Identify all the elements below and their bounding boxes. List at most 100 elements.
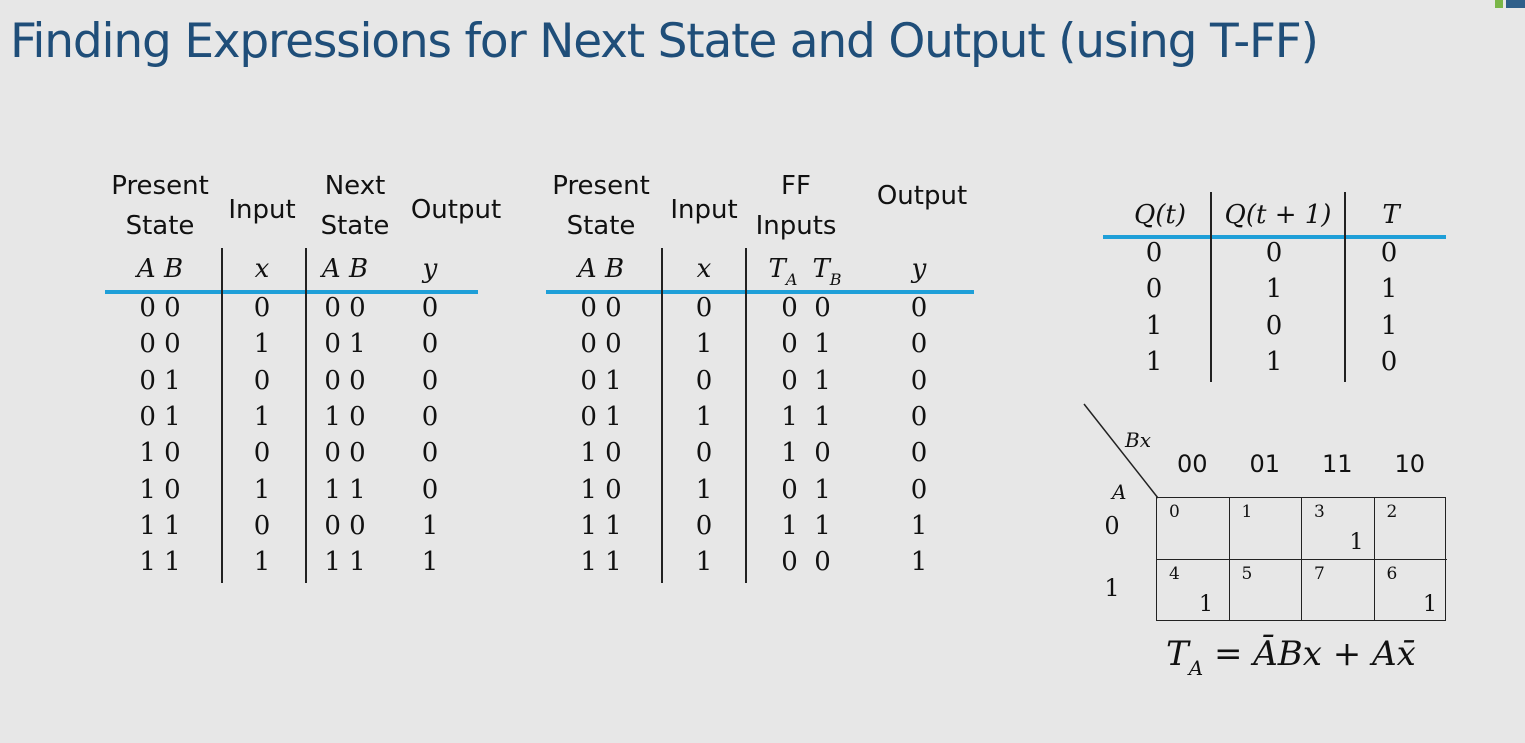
present-state-cell: 1 0: [139, 438, 181, 469]
output-cell: 1: [910, 547, 928, 578]
qt1-cell: 0: [1265, 310, 1283, 341]
header-rule: [1103, 235, 1446, 239]
input-cell: 0: [695, 293, 713, 323]
input-cell: 0: [695, 510, 713, 541]
kmap-cell: 7: [1302, 559, 1375, 621]
ff-inputs-cell: 1 0: [781, 438, 831, 469]
ff-inputs-cell: 0 1: [781, 365, 831, 396]
input-cell: 1: [695, 329, 713, 360]
output-cell: 0: [421, 401, 439, 432]
header-qt: Q(t): [1133, 200, 1187, 230]
t-cell: 1: [1380, 274, 1398, 305]
present-state-cell: 1 0: [139, 474, 181, 505]
ff-inputs-cell: 1 1: [781, 401, 831, 432]
qt1-cell: 0: [1265, 238, 1283, 268]
header-input: Input: [670, 195, 738, 225]
qt1-cell: 1: [1265, 274, 1283, 305]
input-cell: 0: [695, 438, 713, 469]
output-cell: 0: [421, 365, 439, 396]
kmap-cell-value: 1: [1199, 592, 1213, 617]
input-cell: 0: [695, 365, 713, 396]
subheader-x: x: [696, 254, 712, 284]
qt1-cell: 1: [1265, 346, 1283, 377]
ff-inputs-cell: 0 1: [781, 474, 831, 505]
output-cell: 1: [421, 510, 439, 541]
input-cell: 0: [253, 438, 271, 469]
t-cell: 0: [1380, 346, 1398, 377]
input-cell: 1: [695, 547, 713, 578]
column-divider: [661, 248, 663, 583]
qt-cell: 1: [1145, 346, 1163, 377]
subheader-ta: TA: [768, 254, 798, 289]
corner-logo: [1495, 0, 1525, 8]
header-rule: [546, 290, 974, 294]
kmap-cell: 2: [1374, 498, 1447, 560]
logo-green-block: [1495, 0, 1503, 8]
present-state-cell: 0 1: [139, 365, 181, 396]
header-next-state-line1: Next: [324, 171, 386, 201]
column-divider: [221, 248, 223, 583]
present-state-cell: 0 1: [139, 401, 181, 432]
present-state-cell: 1 1: [139, 510, 181, 541]
output-cell: 1: [421, 547, 439, 578]
output-cell: 0: [910, 329, 928, 360]
kmap-cell-value: 1: [1349, 529, 1364, 555]
column-divider: [1344, 192, 1346, 382]
present-state-cell: 0 1: [580, 401, 622, 432]
next-state-cell: 0 0: [324, 510, 366, 541]
header-ff-inputs-line2: Inputs: [755, 211, 837, 241]
kmap-minterm-index: 0: [1169, 502, 1180, 522]
input-cell: 1: [695, 401, 713, 432]
present-state-cell: 0 0: [580, 329, 622, 360]
input-cell: 1: [253, 474, 271, 505]
ff-inputs-cell: 0 0: [781, 547, 831, 578]
output-cell: 0: [421, 474, 439, 505]
next-state-cell: 1 1: [324, 474, 366, 505]
output-cell: 0: [910, 438, 928, 469]
kmap-minterm-index: 4: [1169, 563, 1180, 584]
kmap-column-variable: Bx: [1125, 428, 1151, 452]
qt-cell: 0: [1145, 238, 1163, 268]
kmap-minterm-index: 7: [1314, 563, 1325, 584]
input-cell: 1: [253, 547, 271, 578]
output-cell: 0: [910, 474, 928, 505]
kmap-column-label: 01: [1249, 450, 1281, 478]
kmap-minterm-index: 5: [1241, 563, 1253, 584]
next-state-cell: 0 1: [324, 329, 366, 360]
header-next-state-line2: State: [320, 211, 390, 241]
column-divider: [305, 248, 307, 583]
present-state-cell: 0 0: [580, 293, 622, 323]
kmap-cell: 1: [1229, 498, 1302, 560]
kmap-minterm-index: 2: [1386, 502, 1398, 522]
kmap-minterm-index: 1: [1241, 502, 1253, 522]
kmap-column-label: 10: [1394, 450, 1426, 478]
input-cell: 1: [253, 401, 271, 432]
header-rule: [105, 290, 478, 294]
next-state-cell: 0 0: [324, 365, 366, 396]
t-cell: 1: [1380, 310, 1398, 341]
output-cell: 0: [910, 293, 928, 323]
kmap-row-variable: A: [1112, 480, 1127, 504]
kmap-cell-value: 1: [1423, 592, 1437, 617]
header-present-state-line1: Present: [111, 171, 209, 201]
subheader-y: y: [422, 254, 438, 284]
input-cell: 1: [253, 329, 271, 360]
output-cell: 0: [421, 438, 439, 469]
next-state-cell: 1 0: [324, 401, 366, 432]
ff-inputs-cell: 1 1: [781, 510, 831, 541]
next-state-cell: 1 1: [324, 547, 366, 578]
column-divider: [1210, 192, 1212, 382]
qt-cell: 1: [1145, 310, 1163, 341]
ta-equation: TA = ĀBx + Ax̄: [1166, 634, 1416, 680]
header-qt1: Q(t + 1): [1224, 200, 1332, 230]
ff-inputs-cell: 0 1: [781, 329, 831, 360]
subheader-ab: A B: [577, 254, 625, 284]
header-present-state-line2: State: [125, 211, 195, 241]
kmap-row-label: 1: [1104, 574, 1120, 602]
logo-blue-block: [1506, 0, 1525, 8]
output-cell: 0: [421, 293, 439, 323]
header-present-state-line2: State: [566, 211, 636, 241]
kmap-cell: 5: [1230, 559, 1302, 621]
